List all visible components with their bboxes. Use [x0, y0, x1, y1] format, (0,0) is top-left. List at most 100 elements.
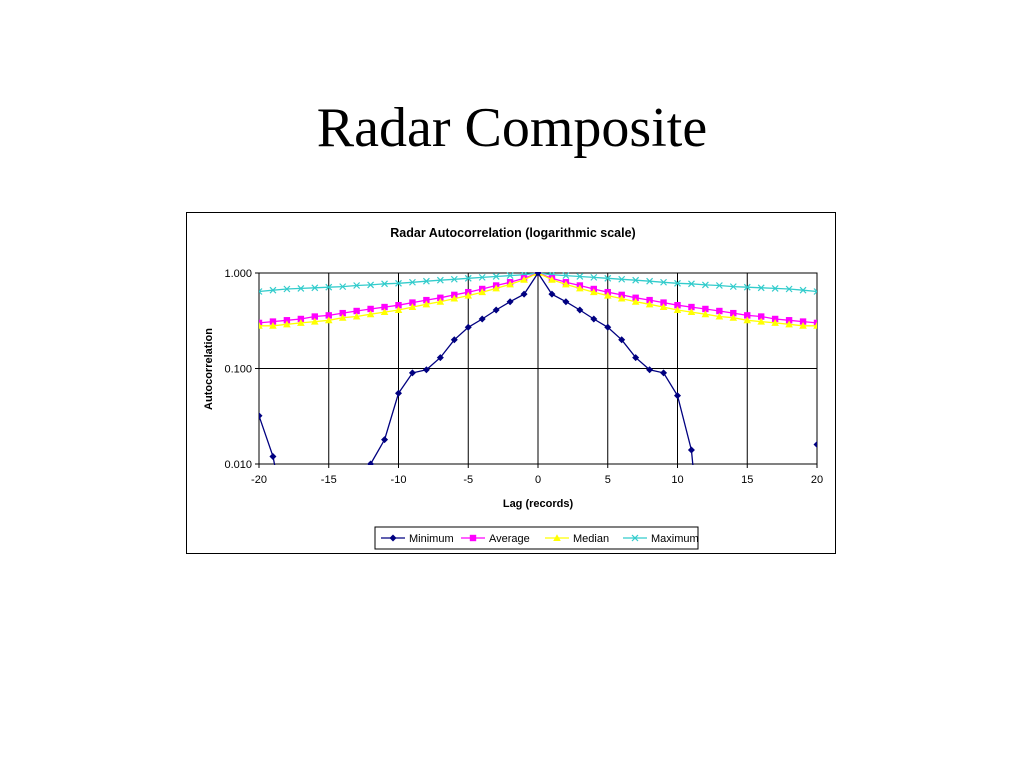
legend-box: [374, 526, 699, 550]
point-maximum: [367, 281, 375, 289]
point-median: [813, 321, 817, 329]
point-median: [785, 320, 793, 328]
point-average: [758, 313, 765, 320]
point-maximum-stroke: [743, 283, 751, 291]
point-minimum: [520, 290, 528, 298]
point-minimum: [478, 315, 486, 323]
point-maximum: [506, 272, 514, 279]
point-maximum-stroke: [381, 280, 388, 288]
point-maximum-stroke: [757, 284, 765, 292]
point-minimum: [618, 336, 626, 344]
gridlines: [258, 272, 818, 465]
point-maximum-stroke: [339, 283, 347, 291]
point-median: [283, 320, 291, 328]
point-median: [520, 275, 528, 283]
point-minimum: [646, 366, 654, 374]
point-maximum: [422, 277, 430, 285]
point-maximum: [395, 279, 402, 287]
point-minimum: [492, 306, 500, 314]
point-median: [380, 308, 389, 316]
point-average: [730, 309, 737, 317]
point-median: [645, 300, 654, 308]
point-maximum: [799, 286, 807, 294]
series-maximum: [259, 272, 817, 295]
point-maximum: [409, 278, 416, 286]
legend-label-maximum: Maximum: [651, 533, 699, 545]
point-maximum-stroke: [297, 284, 305, 292]
point-average: [813, 319, 817, 327]
point-median: [799, 321, 807, 329]
series-minimum: [259, 272, 817, 465]
legend-swatch-marker: [469, 534, 477, 542]
point-minimum: [674, 392, 681, 400]
axis-ticks: -20 -15 -10 -5 0 5 10 15 20 0.010 0.100 1.000: [224, 268, 823, 486]
x-tick-label: 0: [535, 474, 541, 486]
point-minimum: [506, 298, 514, 306]
point-average: [409, 299, 416, 306]
point-maximum: [660, 278, 667, 286]
point-average: [381, 303, 388, 311]
point-maximum: [478, 273, 486, 281]
point-maximum-stroke: [506, 272, 514, 279]
legend-item-median: Median: [545, 533, 609, 545]
point-average: [688, 303, 695, 311]
point-average: [702, 305, 709, 313]
point-maximum-stroke: [492, 273, 500, 280]
point-minimum: [464, 323, 472, 331]
point-maximum-stroke: [283, 285, 291, 293]
point-maximum: [436, 276, 444, 284]
point-maximum: [259, 288, 263, 295]
point-average: [660, 299, 667, 306]
point-average: [269, 318, 277, 325]
point-maximum-stroke: [562, 272, 570, 279]
point-median: [673, 306, 682, 313]
legend-swatch-marker-stroke: [631, 534, 639, 542]
point-median: [729, 313, 738, 321]
point-maximum: [353, 282, 361, 289]
legend-label-average: Average: [489, 533, 530, 545]
legend: Minimum Average Median Maximum: [374, 526, 699, 550]
point-maximum: [729, 283, 737, 291]
point-median: [506, 280, 514, 288]
point-maximum-stroke: [701, 281, 709, 289]
point-maximum-stroke: [464, 274, 472, 282]
point-average: [311, 313, 318, 320]
point-median: [603, 291, 612, 299]
point-median: [324, 316, 333, 324]
point-maximum: [604, 274, 612, 282]
x-tick-label: -15: [321, 474, 337, 486]
point-median: [562, 280, 570, 288]
point-median: [590, 288, 598, 296]
point-median: [436, 297, 445, 305]
x-tick-label: -5: [463, 474, 473, 486]
point-median: [338, 313, 347, 321]
point-median: [366, 310, 375, 318]
point-minimum: [436, 354, 444, 362]
point-maximum-stroke: [618, 275, 626, 283]
point-average: [674, 302, 681, 309]
point-maximum-stroke: [674, 279, 681, 287]
legend-swatch-marker: [389, 534, 397, 542]
point-maximum: [646, 277, 654, 285]
point-median: [701, 310, 710, 318]
point-average: [785, 317, 793, 324]
point-median: [422, 300, 431, 308]
point-average: [367, 305, 374, 313]
point-average: [799, 318, 807, 325]
point-maximum-stroke: [367, 281, 375, 289]
point-maximum-stroke: [632, 276, 640, 284]
point-average: [353, 307, 360, 315]
point-maximum-stroke: [576, 273, 584, 280]
point-maximum: [450, 275, 458, 283]
point-average: [437, 294, 444, 301]
point-median: [269, 321, 277, 329]
point-minimum: [450, 336, 458, 344]
point-maximum: [283, 285, 291, 293]
point-maximum: [269, 286, 277, 294]
point-maximum-stroke: [311, 284, 319, 292]
point-median: [311, 317, 319, 325]
legend-item-average: Average: [461, 533, 530, 545]
point-median: [715, 312, 724, 320]
point-minimum: [548, 290, 556, 298]
point-maximum: [757, 284, 765, 292]
